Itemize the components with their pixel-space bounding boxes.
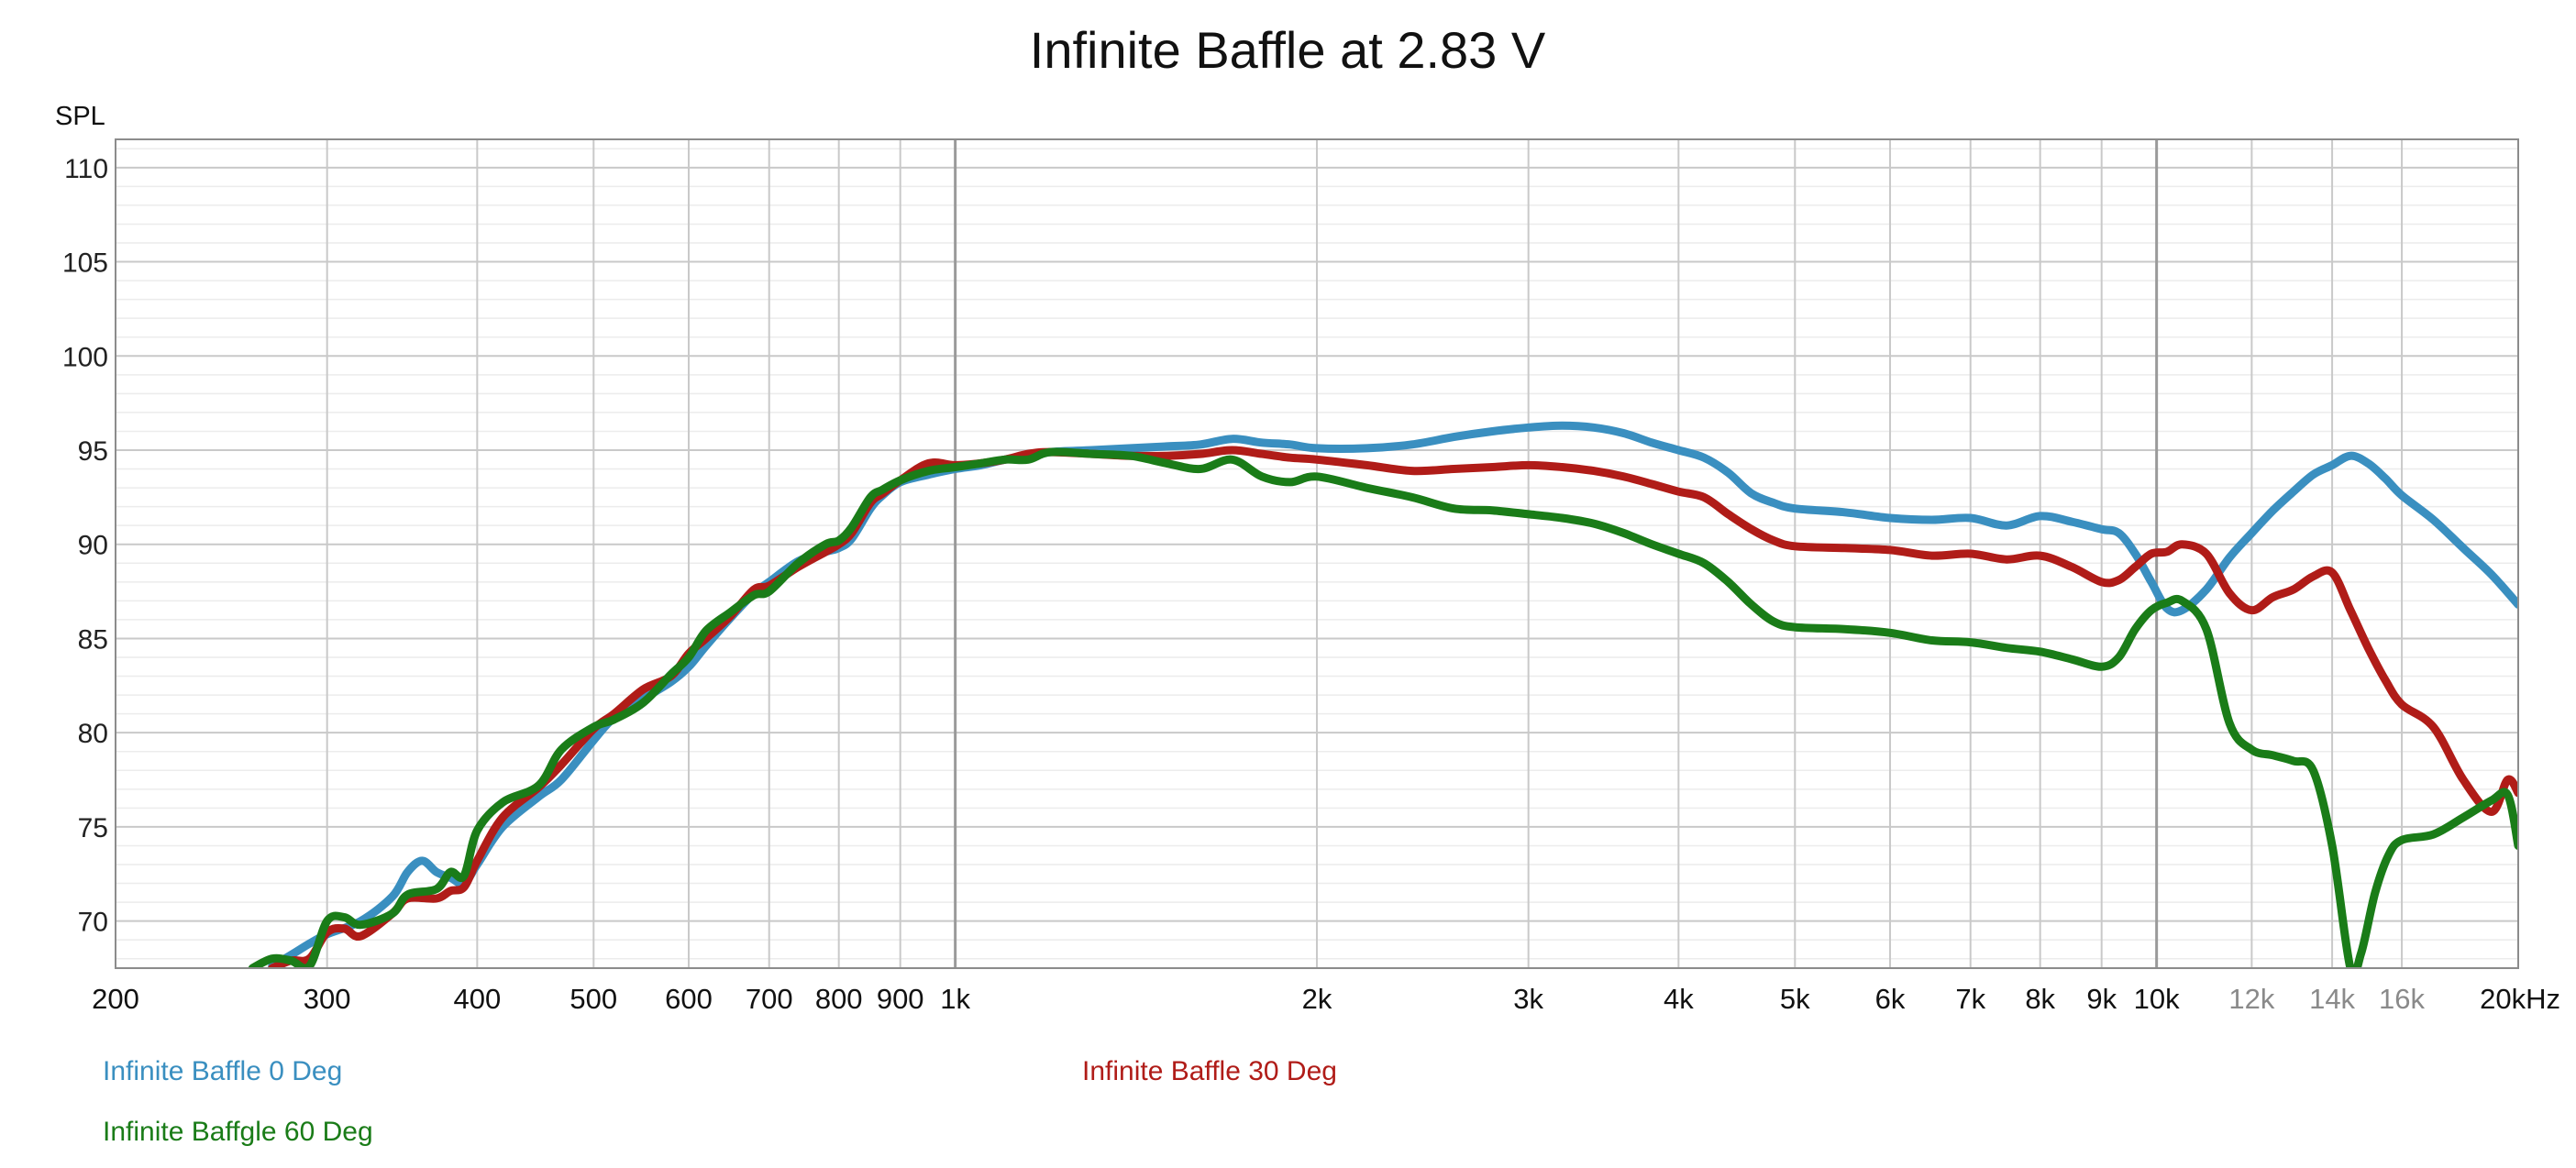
x-tick-label: 400 xyxy=(453,983,501,1015)
x-tick-label: 200 xyxy=(92,983,139,1015)
x-tick-label: 900 xyxy=(877,983,924,1015)
x-tick-label: 10k xyxy=(2134,983,2180,1015)
x-tick-label: 4k xyxy=(1664,983,1694,1015)
legend: Infinite Baffle 0 Deg Infinite Baffle 30 … xyxy=(103,1056,1337,1147)
y-tick-label: 95 xyxy=(78,436,108,467)
chart-title: Infinite Baffle at 2.83 V xyxy=(1030,21,1546,79)
x-tick-label: 20kHz xyxy=(2480,983,2560,1015)
y-axis-ticks: 110 105 100 95 90 85 80 75 70 xyxy=(62,154,108,938)
y-tick-label: 80 xyxy=(78,719,108,749)
x-tick-label: 14k xyxy=(2309,983,2355,1015)
y-axis-label: SPL xyxy=(55,102,105,131)
legend-entry: Infinite Baffle 0 Deg xyxy=(103,1056,342,1086)
major-grid xyxy=(116,139,2518,968)
x-tick-label: 7k xyxy=(1955,983,1985,1015)
series-layer xyxy=(248,421,2518,968)
x-tick-label: 300 xyxy=(304,983,351,1015)
y-tick-label: 105 xyxy=(62,248,108,279)
x-tick-label: 700 xyxy=(746,983,793,1015)
plot-frame xyxy=(115,138,2519,969)
y-tick-label: 85 xyxy=(78,624,108,655)
x-tick-label: 8k xyxy=(2025,983,2055,1015)
y-tick-label: 100 xyxy=(62,342,108,372)
x-tick-label: 12k xyxy=(2228,983,2274,1015)
x-tick-label: 1k xyxy=(940,983,970,1015)
legend-entry: Infinite Baffgle 60 Deg xyxy=(103,1117,373,1147)
y-tick-label: 90 xyxy=(78,531,108,561)
series-line-1 xyxy=(268,446,2518,968)
x-tick-label: 800 xyxy=(815,983,863,1015)
x-tick-label: 3k xyxy=(1513,983,1543,1015)
x-tick-label: 9k xyxy=(2086,983,2117,1015)
y-tick-label: 70 xyxy=(78,908,108,938)
x-tick-label: 500 xyxy=(569,983,617,1015)
x-tick-label: 2k xyxy=(1302,983,1332,1015)
x-axis-ticks: 200 300 400 500 600 700 800 900 1k 2k 3k 4k 5k 6k 7k 8k… xyxy=(92,983,2560,1015)
x-tick-label: 6k xyxy=(1875,983,1906,1015)
series-line-0 xyxy=(268,421,2518,968)
y-tick-label: 110 xyxy=(64,154,108,184)
x-tick-label: 5k xyxy=(1780,983,1810,1015)
x-tick-label: 16k xyxy=(2379,983,2425,1015)
x-tick-label: 600 xyxy=(665,983,713,1015)
legend-entry: Infinite Baffle 30 Deg xyxy=(1082,1056,1337,1086)
series-line-2 xyxy=(248,447,2518,968)
y-tick-label: 75 xyxy=(78,813,108,843)
